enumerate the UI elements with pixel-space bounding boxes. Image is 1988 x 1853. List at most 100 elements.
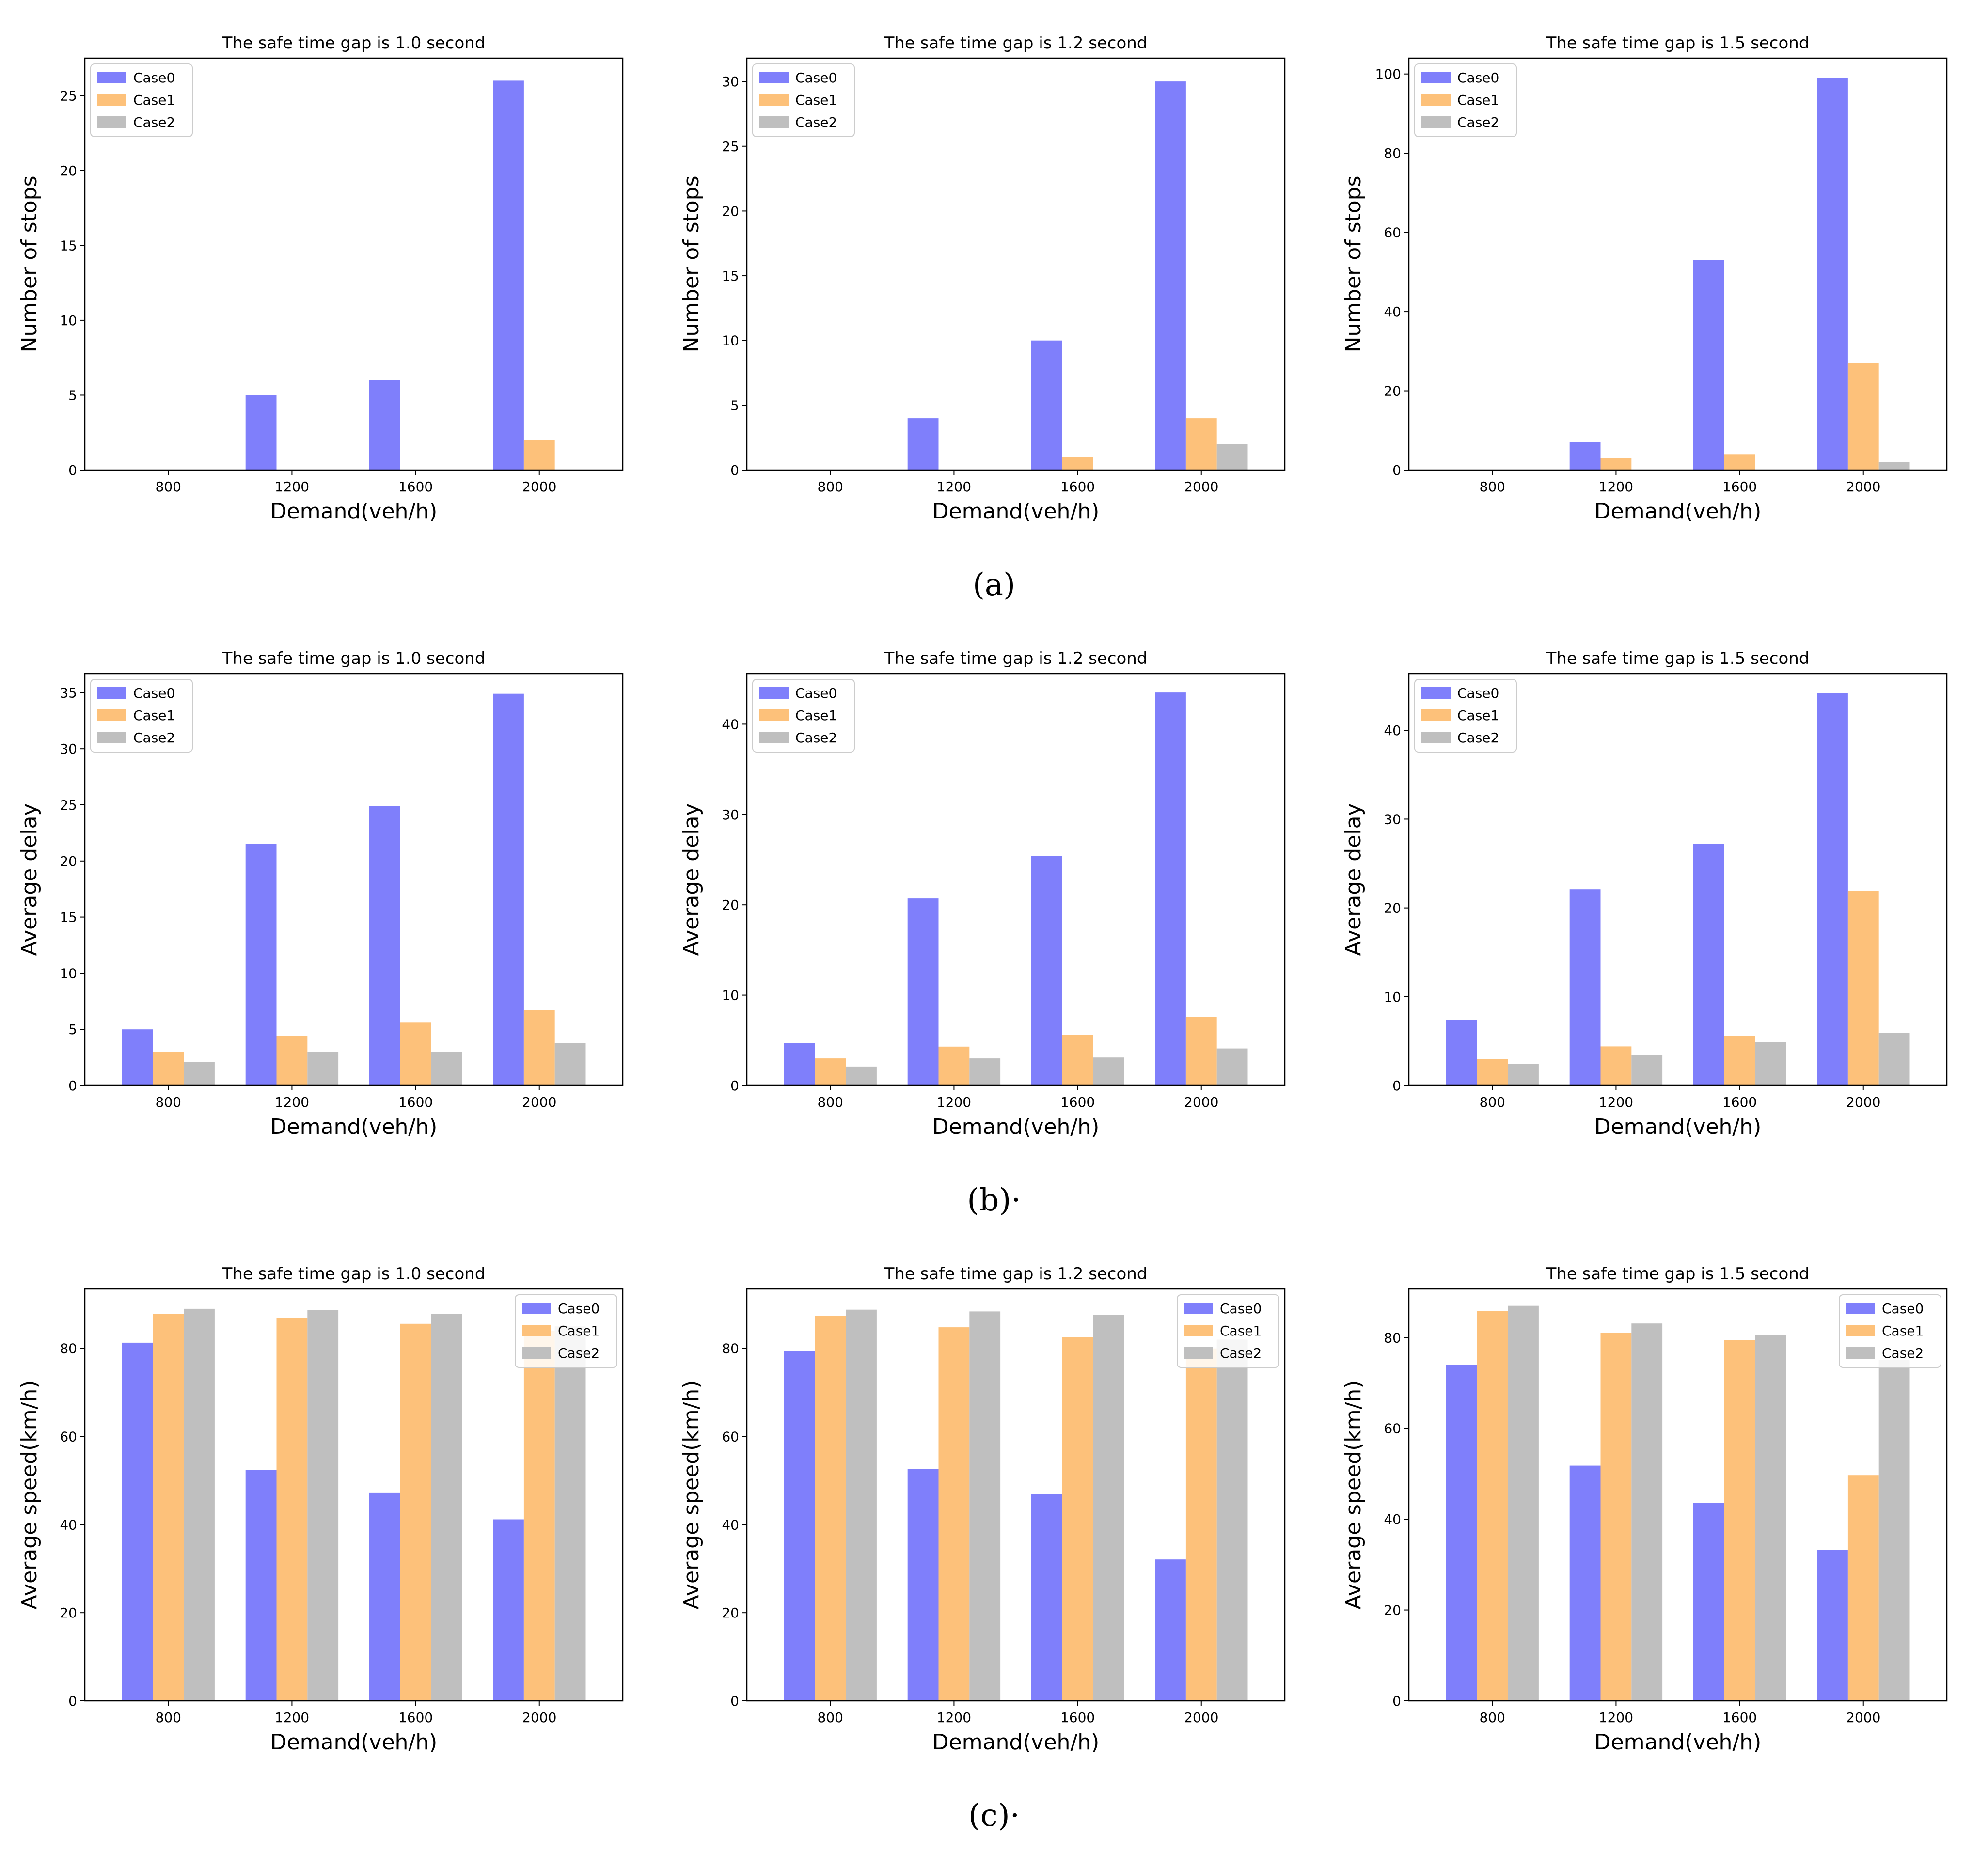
bar-case2-2000 [1878,1360,1910,1701]
legend-label: Case1 [795,707,837,723]
legend-label: Case0 [133,685,175,701]
bar-case0-1200 [1569,442,1601,470]
x-tick-label: 800 [1480,1710,1505,1726]
legend: Case0 Case1 Case2 [1177,1294,1279,1368]
bar-case1-1600 [400,1022,431,1085]
bar-case2-1200 [969,1058,1001,1085]
x-tick-label: 1200 [937,1094,971,1110]
bar-case1-800 [153,1052,184,1085]
y-tick-label: 10 [60,313,77,329]
x-tick-label: 800 [818,479,843,495]
y-tick-label: 20 [1384,900,1401,916]
y-axis-label: Average delay [679,803,704,956]
y-axis-label: Number of stops [17,175,42,352]
bar-case1-1200 [1600,458,1632,470]
bar-case0-2000 [1817,1550,1848,1701]
bar-case1-2000 [1847,891,1879,1085]
bar-case0-1600 [1693,1503,1724,1701]
bar-case0-800 [784,1043,815,1085]
y-tick-label: 15 [722,268,739,284]
legend-swatch-case0 [1846,1303,1875,1314]
caption-b: (b)· [967,1182,1021,1218]
bar-case1-1600 [1724,1036,1755,1085]
bar-case1-1600 [400,1323,431,1701]
bar-case2-1200 [969,1311,1001,1701]
legend-label: Case1 [558,1323,600,1339]
y-tick-label: 5 [730,397,739,413]
y-tick-label: 20 [60,1605,77,1621]
bar-case0-1200 [907,898,939,1085]
bar-case1-800 [1477,1311,1508,1701]
y-tick-label: 40 [722,716,739,732]
chart-title: The safe time gap is 1.2 second [884,649,1148,668]
bar-case1-1600 [1724,454,1755,470]
y-tick-label: 0 [730,1693,739,1709]
bar-case0-1200 [245,1470,277,1701]
chart-title: The safe time gap is 1.0 second [222,649,486,668]
bar-case1-2000 [523,1010,555,1085]
x-tick-label: 2000 [1184,1710,1218,1726]
legend: Case0 Case1 Case2 [1414,63,1517,137]
bar-case0-1200 [1569,1465,1601,1701]
chart-title: The safe time gap is 1.2 second [884,33,1148,53]
legend-label: Case2 [558,1345,600,1361]
y-tick-label: 80 [1384,1330,1401,1346]
bar-case2-2000 [554,1043,586,1085]
x-tick-label: 800 [818,1710,843,1726]
legend-label: Case2 [795,730,837,746]
legend-swatch-case1 [1184,1325,1213,1336]
y-tick-label: 40 [1384,1511,1401,1527]
legend-swatch-case0 [1421,687,1451,699]
y-tick-label: 20 [722,203,739,219]
plot-frame [1408,57,1948,471]
legend: Case0 Case1 Case2 [515,1294,617,1368]
x-tick-label: 2000 [1846,1094,1880,1110]
bar-case0-1600 [1031,1494,1062,1701]
bar-case1-2000 [1185,1348,1217,1701]
bar-case0-800 [1446,1020,1477,1085]
bar-case0-1600 [1031,856,1062,1085]
bar-case1-1200 [938,1327,970,1701]
bar-case1-1200 [276,1318,308,1701]
legend-label: Case1 [133,707,175,723]
chart-6: The safe time gap is 1.5 second 0 10 20 30 40… [1341,649,1948,1139]
bar-case2-2000 [1216,444,1248,470]
bar-case2-1600 [431,1314,462,1701]
bar-case0-2000 [1155,81,1186,471]
x-tick-label: 2000 [522,1094,556,1110]
legend-label: Case1 [1882,1323,1924,1339]
y-tick-label: 25 [60,797,77,813]
y-axis-label: Average speed(km/h) [1341,1381,1366,1610]
y-tick-label: 30 [722,74,739,90]
legend-label: Case1 [1220,1323,1262,1339]
y-axis-label: Number of stops [1341,175,1366,352]
y-axis-label: Average delay [17,803,42,956]
chart-title: The safe time gap is 1.2 second [884,1264,1148,1284]
x-tick-label: 1600 [1722,479,1757,495]
bar-case1-2000 [523,1331,555,1701]
x-tick-label: 1200 [1599,1710,1633,1726]
y-tick-label: 10 [60,965,77,981]
legend-label: Case0 [795,685,837,701]
chart-8: The safe time gap is 1.2 second 0 20 40 60 80… [679,1264,1286,1755]
bar-case1-2000 [1847,363,1879,470]
y-tick-label: 20 [60,163,77,179]
chart-4: The safe time gap is 1.0 second 0 5 10 15 20 2… [17,649,624,1139]
legend: Case0 Case1 Case2 [1414,679,1517,753]
bar-case2-1200 [1631,1055,1663,1085]
bar-case0-1200 [245,395,277,470]
bar-case0-1600 [369,806,400,1085]
y-tick-label: 60 [1384,225,1401,241]
y-tick-label: 100 [1375,66,1401,82]
x-tick-label: 2000 [522,1710,556,1726]
x-tick-label: 1600 [398,479,433,495]
bar-case2-1200 [307,1310,339,1701]
x-tick-label: 2000 [1846,1710,1880,1726]
bar-case0-1600 [369,380,400,470]
legend-label: Case0 [1220,1301,1262,1317]
y-tick-label: 0 [1392,1693,1401,1709]
x-tick-label: 1200 [275,1710,309,1726]
plot-frame [746,57,1286,471]
legend-label: Case0 [795,70,837,86]
x-tick-label: 1600 [1060,479,1095,495]
